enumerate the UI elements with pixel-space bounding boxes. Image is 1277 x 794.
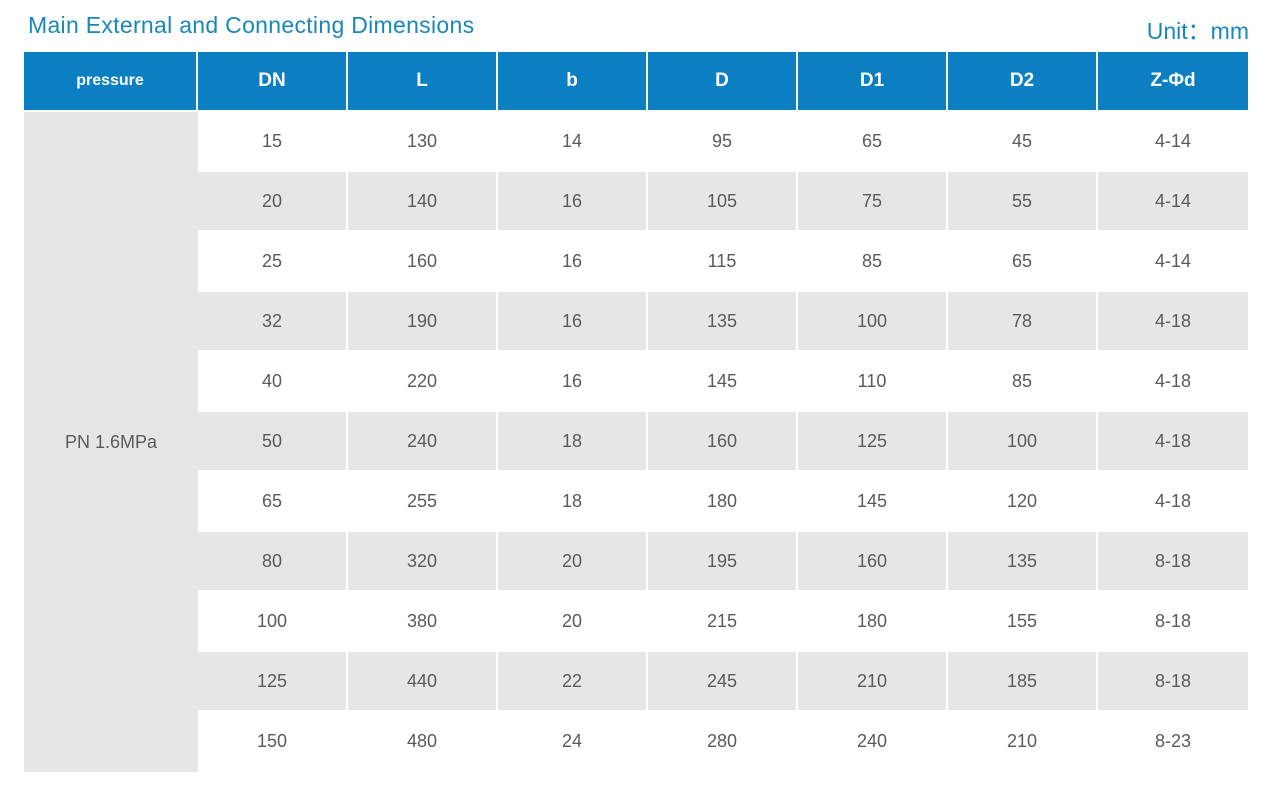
table-cell: 160 [406,250,438,271]
table-cell: 80 [198,532,346,590]
table-cell: 20 [498,532,646,590]
table-cell: 130 [406,130,438,151]
table-cell: 480 [406,730,438,751]
table-cell: 440 [348,652,496,710]
table-cell: 110 [857,370,887,391]
table-cell: 4-18 [1154,370,1192,391]
table-cell: 65 [1011,250,1033,271]
table-cell: 215 [706,610,738,631]
table-cell: 50 [198,412,346,470]
table-cell: 18 [561,490,583,511]
table-cell: 145 [706,370,738,391]
table-cell: 65 [261,490,283,511]
table-cell: 20 [198,172,346,230]
table-cell: 190 [348,292,496,350]
column-header: L [348,52,496,110]
table-cell: 240 [348,412,496,470]
table-cell: 15 [261,130,283,151]
table-cell: 160 [798,532,946,590]
title: Main External and Connecting Dimensions [28,12,475,38]
table-cell: 8-18 [1154,610,1192,631]
table-cell: 8-18 [1098,532,1248,590]
table-cell: 40 [261,370,283,391]
table-cell: 4-18 [1154,490,1192,511]
table-cell: 240 [856,730,888,751]
table-cell: 8-23 [1154,730,1192,751]
table-cell: 140 [348,172,496,230]
table-cell: 4-18 [1098,292,1248,350]
table-cell: 115 [707,250,737,271]
table-cell: 155 [1006,610,1038,631]
table-cell: 320 [348,532,496,590]
column-header: pressure [24,52,196,110]
table-cell: 25 [261,250,283,271]
table-cell: 32 [198,292,346,350]
column-header: D [648,52,796,110]
table-cell: 100 [798,292,946,350]
table-cell: 24 [561,730,583,751]
column-header: D1 [798,52,946,110]
table-cell: 195 [648,532,796,590]
table-cell: 4-14 [1098,172,1248,230]
table-cell: 14 [561,130,583,151]
table-cell: 245 [648,652,796,710]
table-cell: 210 [1006,730,1038,751]
table-cell: 16 [561,250,583,271]
table-cell: 45 [1011,130,1033,151]
table-cell: 280 [706,730,738,751]
table-cell: 160 [648,412,796,470]
table-cell: 95 [711,130,733,151]
table-cell: 16 [498,172,646,230]
pressure-cell: PN 1.6MPa [24,112,198,772]
table-cell: 16 [561,370,583,391]
column-header: D2 [948,52,1096,110]
table-cell: 105 [648,172,796,230]
table-cell: 180 [856,610,888,631]
table-cell: 210 [798,652,946,710]
table-cell: 145 [856,490,888,511]
unit: Unit：mm [1146,18,1249,44]
table-cell: 55 [948,172,1096,230]
table-cell: 65 [861,130,883,151]
table-cell: 380 [406,610,438,631]
table-cell: 180 [706,490,738,511]
table-cell: 120 [1006,490,1038,511]
table-cell: 75 [798,172,946,230]
table-cell: 150 [256,730,288,751]
table-cell: 20 [561,610,583,631]
table-cell: 4-14 [1154,250,1192,271]
table-cell: 16 [498,292,646,350]
table-cell: 100 [256,610,288,631]
table-cell: 4-14 [1154,130,1192,151]
table-cell: 135 [648,292,796,350]
table-cell: 22 [498,652,646,710]
table-cell: 185 [948,652,1096,710]
table-cell: 100 [948,412,1096,470]
table-cell: 18 [498,412,646,470]
column-header: Z-Φd [1098,52,1248,110]
table-cell: 125 [798,412,946,470]
table-cell: 255 [406,490,438,511]
table-cell: 85 [1011,370,1033,391]
table-cell: 78 [948,292,1096,350]
table-cell: 8-18 [1098,652,1248,710]
table-cell: 135 [948,532,1096,590]
table-cell: 125 [198,652,346,710]
column-header: DN [198,52,346,110]
table-cell: 85 [861,250,883,271]
column-header: b [498,52,646,110]
table-cell: 4-18 [1098,412,1248,470]
table-cell: 220 [406,370,438,391]
